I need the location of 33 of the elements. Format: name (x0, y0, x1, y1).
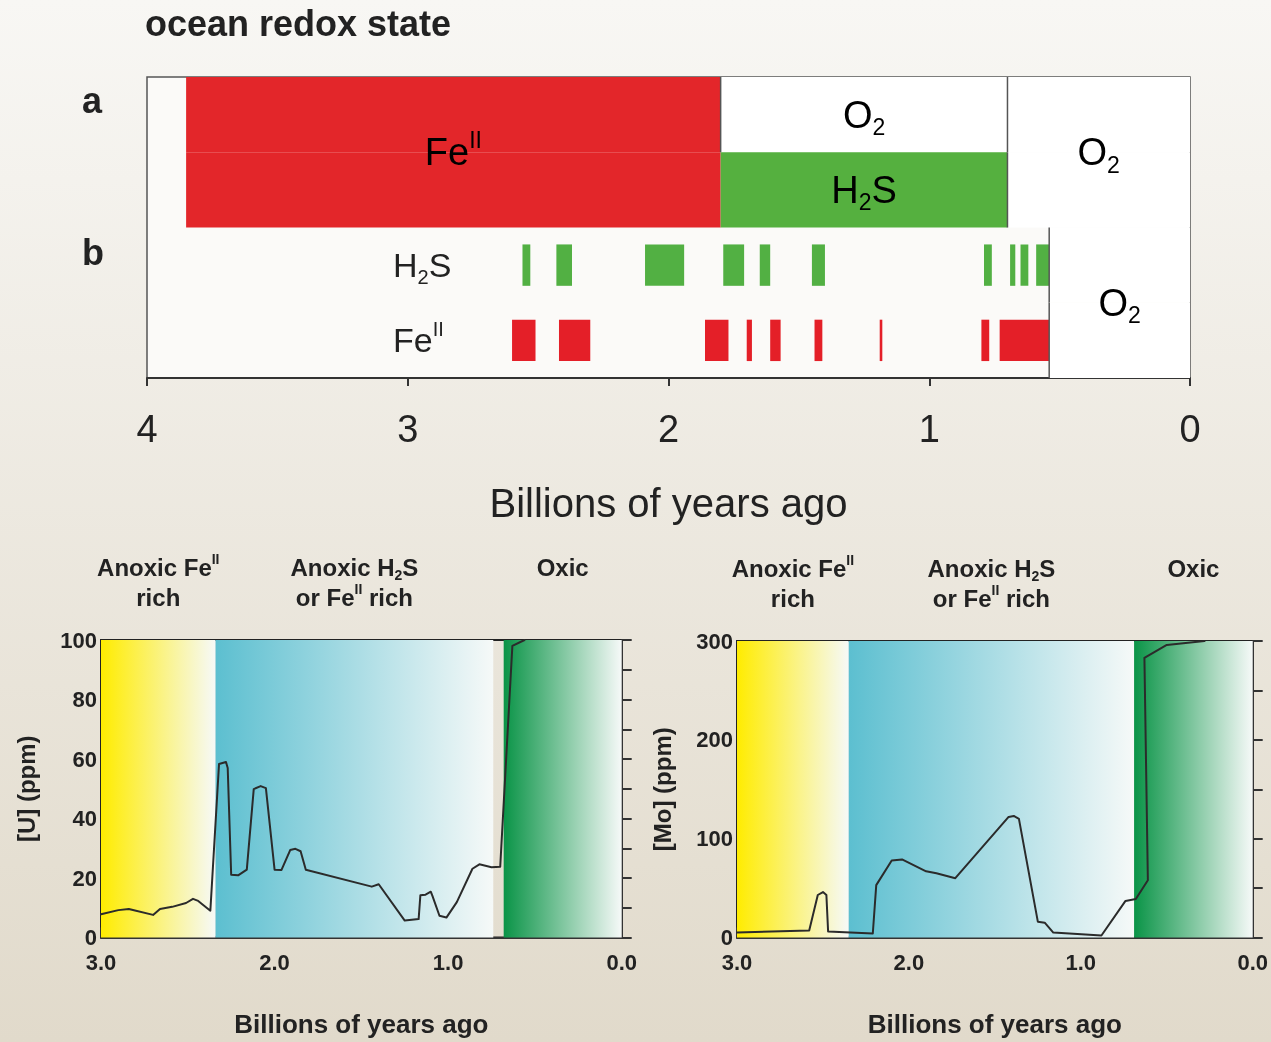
band-label: Oxic (1167, 554, 1220, 582)
x-tick-label: 0.0 (1237, 950, 1269, 975)
y-tick-label: 60 (72, 746, 97, 772)
y-tick-label: 20 (72, 865, 97, 891)
chart-title: ocean redox state (145, 2, 452, 44)
y-tick-label: 100 (60, 627, 97, 653)
band-label: Oxic (536, 553, 589, 581)
y-tick-label: 40 (72, 806, 97, 831)
x-tick-label: 0 (1179, 408, 1201, 450)
x-axis-title: Billions of years ago (867, 1009, 1122, 1039)
y-tick-label: 0 (720, 925, 733, 950)
y-axis-title: [Mo] (ppm) (648, 727, 676, 852)
x-tick-label: 1 (918, 408, 940, 450)
y-tick-label: 200 (696, 727, 733, 753)
x-tick-label: 2 (657, 408, 680, 450)
x-axis-title: Billions of years ago (234, 1009, 489, 1039)
y-axis-title: [U] (ppm) (12, 735, 40, 843)
x-tick-label: 2.0 (893, 950, 925, 975)
x-tick-label: 4 (136, 408, 158, 450)
y-tick-label: 80 (72, 687, 97, 712)
text: a (82, 79, 103, 121)
x-axis-title: Billions of years ago (489, 481, 848, 525)
text: b (82, 231, 104, 273)
x-tick-label: 2.0 (259, 950, 290, 975)
y-tick-label: 100 (696, 826, 733, 852)
y-tick-label: 0 (84, 925, 97, 950)
y-tick-label: 300 (696, 628, 733, 654)
x-tick-label: 1.0 (432, 950, 464, 975)
x-tick-label: 3 (397, 408, 419, 450)
x-tick-label: 1.0 (1065, 950, 1097, 975)
x-tick-label: 0.0 (606, 950, 638, 975)
x-tick-label: 3.0 (721, 950, 753, 975)
x-tick-label: 3.0 (85, 950, 117, 975)
